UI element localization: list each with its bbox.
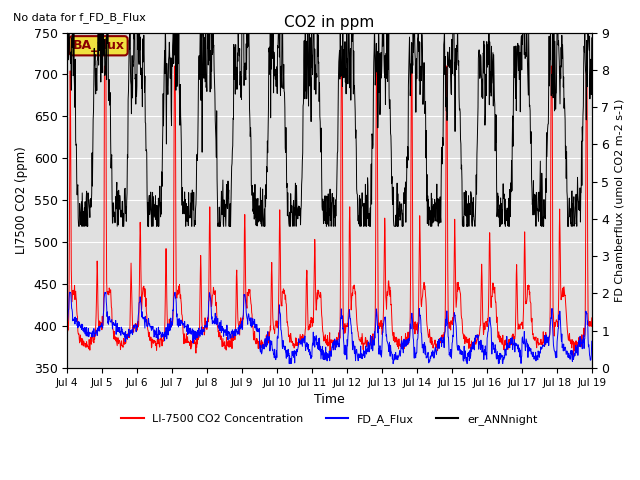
Y-axis label: FD Chamberflux (umol CO2 m-2 s-1): FD Chamberflux (umol CO2 m-2 s-1) xyxy=(615,98,625,302)
Text: No data for f_FD_B_Flux: No data for f_FD_B_Flux xyxy=(13,12,146,23)
Legend: LI-7500 CO2 Concentration, FD_A_Flux, er_ANNnight: LI-7500 CO2 Concentration, FD_A_Flux, er… xyxy=(117,409,542,429)
Title: CO2 in ppm: CO2 in ppm xyxy=(284,15,374,30)
Y-axis label: LI7500 CO2 (ppm): LI7500 CO2 (ppm) xyxy=(15,146,28,254)
Text: BA_flux: BA_flux xyxy=(72,39,125,52)
X-axis label: Time: Time xyxy=(314,393,345,406)
